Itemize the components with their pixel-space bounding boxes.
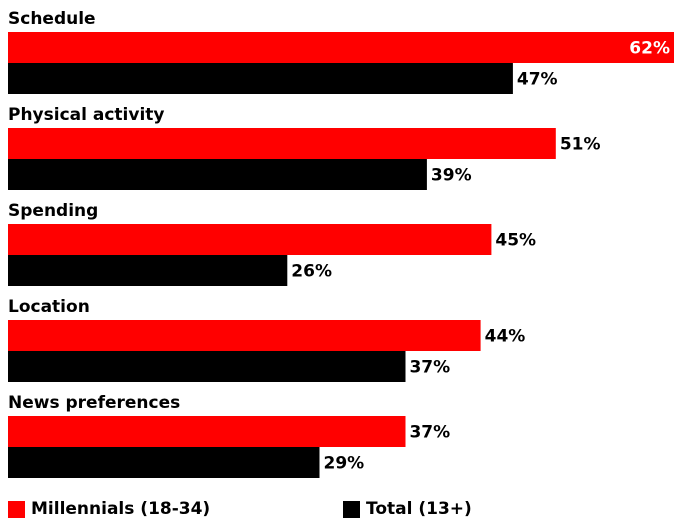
bar-schedule-total xyxy=(8,63,513,94)
category-label-spending: Spending xyxy=(8,201,98,221)
bar-spending-total xyxy=(8,255,288,286)
legend-label-total: Total (13+) xyxy=(366,499,472,519)
category-label-schedule: Schedule xyxy=(8,9,96,29)
value-label-physical-activity-millennials: 51% xyxy=(560,135,601,155)
value-label-schedule-total: 47% xyxy=(517,70,558,90)
legend-item-total: Total (13+) xyxy=(343,497,472,521)
legend-swatch-total xyxy=(343,500,360,518)
bar-location-total xyxy=(8,351,406,382)
value-label-location-total: 37% xyxy=(409,358,450,378)
category-label-physical-activity: Physical activity xyxy=(8,105,165,125)
bar-news-preferences-total xyxy=(8,447,320,478)
value-label-news-preferences-total: 29% xyxy=(324,454,365,474)
bar-spending-millennials xyxy=(8,224,492,255)
value-label-location-millennials: 44% xyxy=(485,327,526,347)
bar-physical-activity-millennials xyxy=(8,128,556,159)
value-label-news-preferences-millennials: 37% xyxy=(409,423,450,443)
legend-label-millennials: Millennials (18-34) xyxy=(31,499,211,519)
value-label-schedule-millennials: 62% xyxy=(629,39,670,59)
legend-swatch-millennials xyxy=(8,500,25,518)
bar-physical-activity-total xyxy=(8,159,427,190)
bar-schedule-millennials xyxy=(8,32,674,63)
value-label-spending-millennials: 45% xyxy=(495,231,536,251)
category-label-news-preferences: News preferences xyxy=(8,393,180,413)
bar-location-millennials xyxy=(8,320,481,351)
legend-item-millennials: Millennials (18-34) xyxy=(8,497,210,521)
value-label-spending-total: 26% xyxy=(291,262,332,282)
value-label-physical-activity-total: 39% xyxy=(431,166,472,186)
category-label-location: Location xyxy=(8,297,90,317)
bar-news-preferences-millennials xyxy=(8,416,406,447)
